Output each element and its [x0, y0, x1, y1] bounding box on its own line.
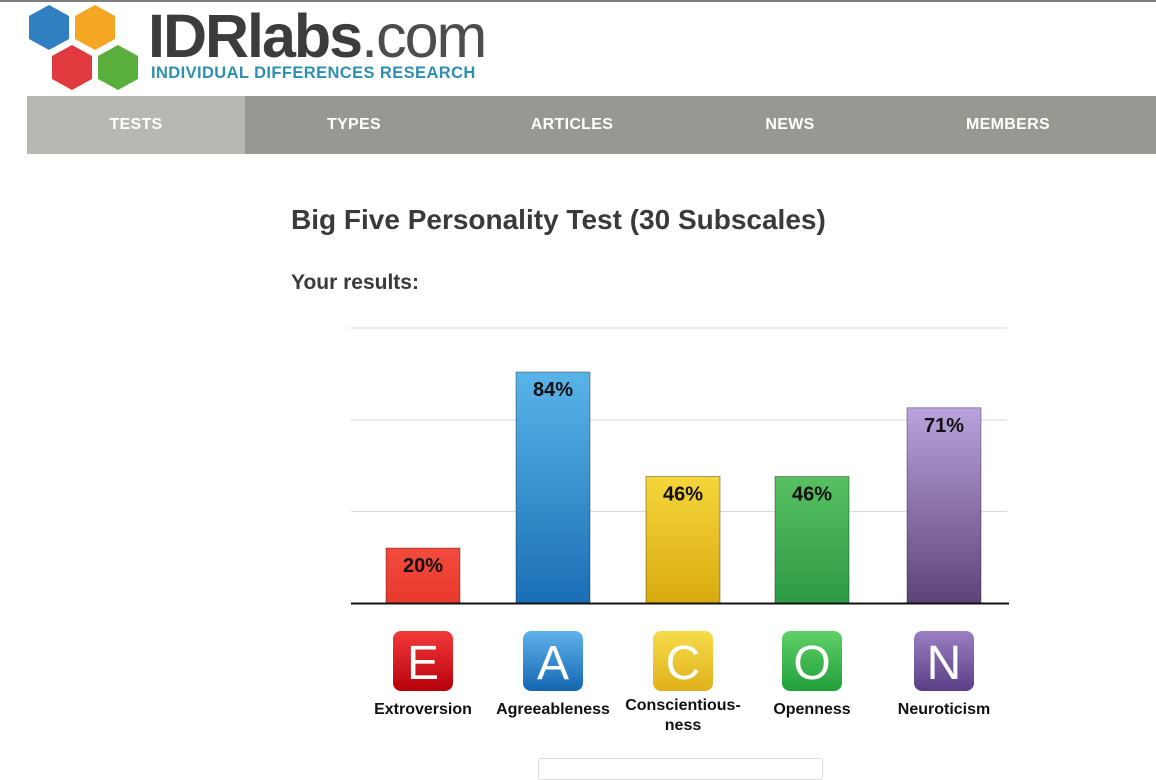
letter-icon-text-e: E [407, 637, 439, 690]
page-title: Big Five Personality Test (30 Subscales) [291, 204, 826, 235]
letter-icon-a [523, 631, 583, 691]
bar-value-label-c: 46% [663, 484, 703, 506]
logo-domain: .com [361, 2, 487, 70]
logo-subtitle: INDIVIDUAL DIFFERENCES RESEARCH [151, 64, 476, 82]
letter-icon-text-n: N [927, 637, 962, 690]
letter-icon-c [653, 631, 713, 691]
category-label-e: Extroversion [374, 701, 472, 718]
letter-icon-text-c: C [666, 637, 701, 690]
category-label-o: Openness [773, 701, 850, 718]
results-bar-chart: 20% E Extroversion 84% A Agreeableness 46% C Con… [351, 327, 1009, 734]
bar-value-label-n: 71% [924, 415, 964, 437]
bar-c [645, 476, 721, 604]
hex-orange [75, 5, 115, 50]
bar-value-label-o: 46% [792, 484, 832, 506]
hex-red [52, 45, 92, 90]
nav-news[interactable]: NEWS [765, 116, 815, 133]
logo-name: IDRlabs [148, 2, 363, 70]
main-navigation: TESTS TYPES ARTICLES NEWS MEMBERS [27, 96, 1156, 154]
nav-members[interactable]: MEMBERS [966, 116, 1050, 133]
letter-icon-o [782, 631, 842, 691]
hex-green [98, 45, 138, 90]
bar-n [906, 407, 982, 604]
category-label-c-1: ness [665, 717, 702, 734]
letter-icon-text-o: O [793, 637, 830, 690]
share-box[interactable] [538, 758, 823, 780]
bar-e [385, 547, 461, 604]
results-label: Your results: [291, 271, 419, 294]
bar-a [515, 371, 591, 604]
category-label-n: Neuroticism [898, 701, 990, 718]
hex-blue [29, 5, 69, 50]
top-border-line [0, 0, 1156, 2]
bar-value-label-e: 20% [403, 555, 443, 577]
idrlabs-logo[interactable]: IDRlabs.com INDIVIDUAL DIFFERENCES RESEA… [26, 3, 496, 95]
logo-wordmark: IDRlabs.com [148, 2, 487, 70]
bar-value-label-a: 84% [533, 379, 573, 401]
nav-articles[interactable]: ARTICLES [530, 116, 614, 133]
bar-o [774, 476, 850, 604]
letter-icon-n [914, 631, 974, 691]
letter-icon-text-a: A [537, 637, 569, 690]
nav-types[interactable]: TYPES [327, 116, 381, 133]
category-label-c-0: Conscientious- [625, 697, 741, 714]
hexagon-logo-icon [29, 5, 138, 90]
letter-icon-e [393, 631, 453, 691]
nav-tests[interactable]: TESTS [27, 96, 245, 154]
category-label-a: Agreeableness [496, 701, 610, 718]
